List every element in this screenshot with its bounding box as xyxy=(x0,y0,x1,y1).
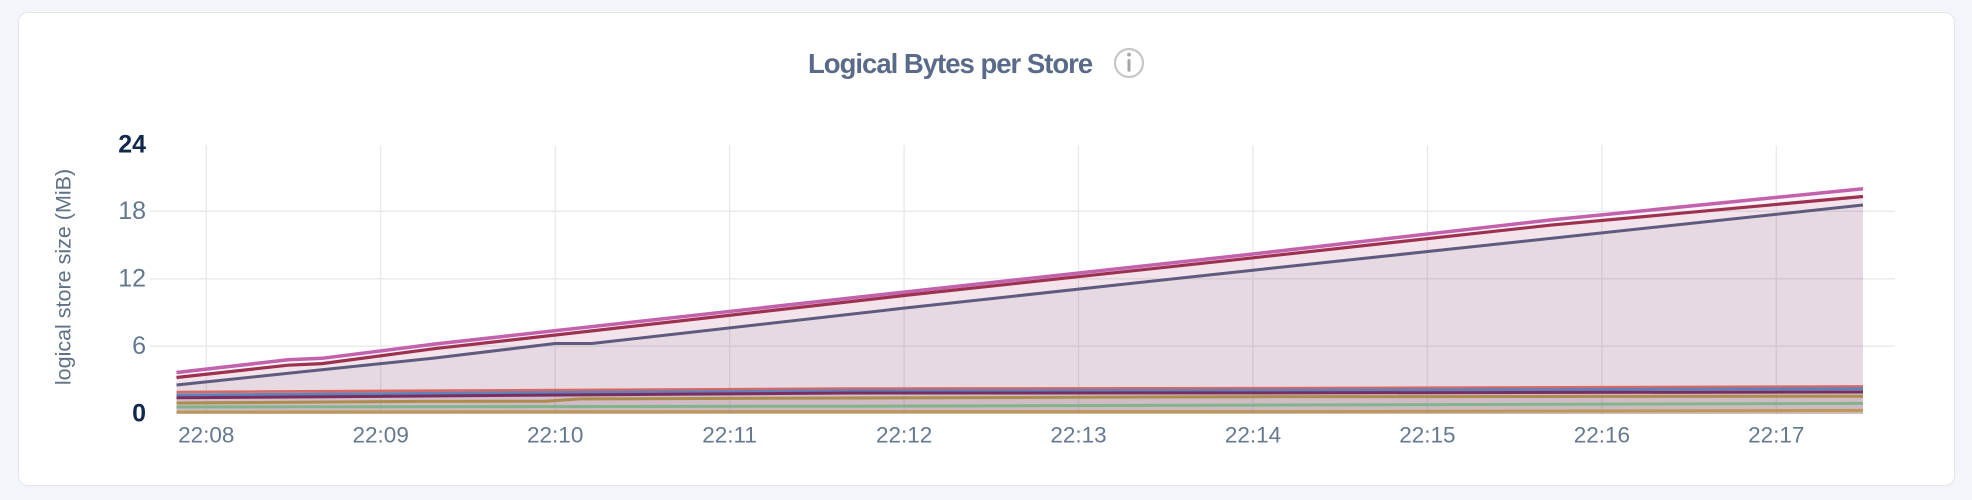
svg-text:22:17: 22:17 xyxy=(1748,423,1804,448)
svg-text:22:14: 22:14 xyxy=(1225,423,1281,448)
svg-text:18: 18 xyxy=(118,197,146,225)
svg-text:22:08: 22:08 xyxy=(178,423,234,448)
svg-text:22:12: 22:12 xyxy=(876,423,932,448)
svg-text:6: 6 xyxy=(132,332,146,360)
svg-text:12: 12 xyxy=(118,265,146,293)
svg-text:22:13: 22:13 xyxy=(1050,423,1106,448)
svg-text:22:11: 22:11 xyxy=(702,423,757,448)
svg-text:24: 24 xyxy=(118,131,146,159)
svg-text:22:16: 22:16 xyxy=(1574,423,1630,448)
svg-text:22:15: 22:15 xyxy=(1399,423,1455,448)
svg-text:0: 0 xyxy=(132,400,146,428)
svg-text:22:09: 22:09 xyxy=(353,423,409,448)
svg-text:22:10: 22:10 xyxy=(527,423,583,448)
